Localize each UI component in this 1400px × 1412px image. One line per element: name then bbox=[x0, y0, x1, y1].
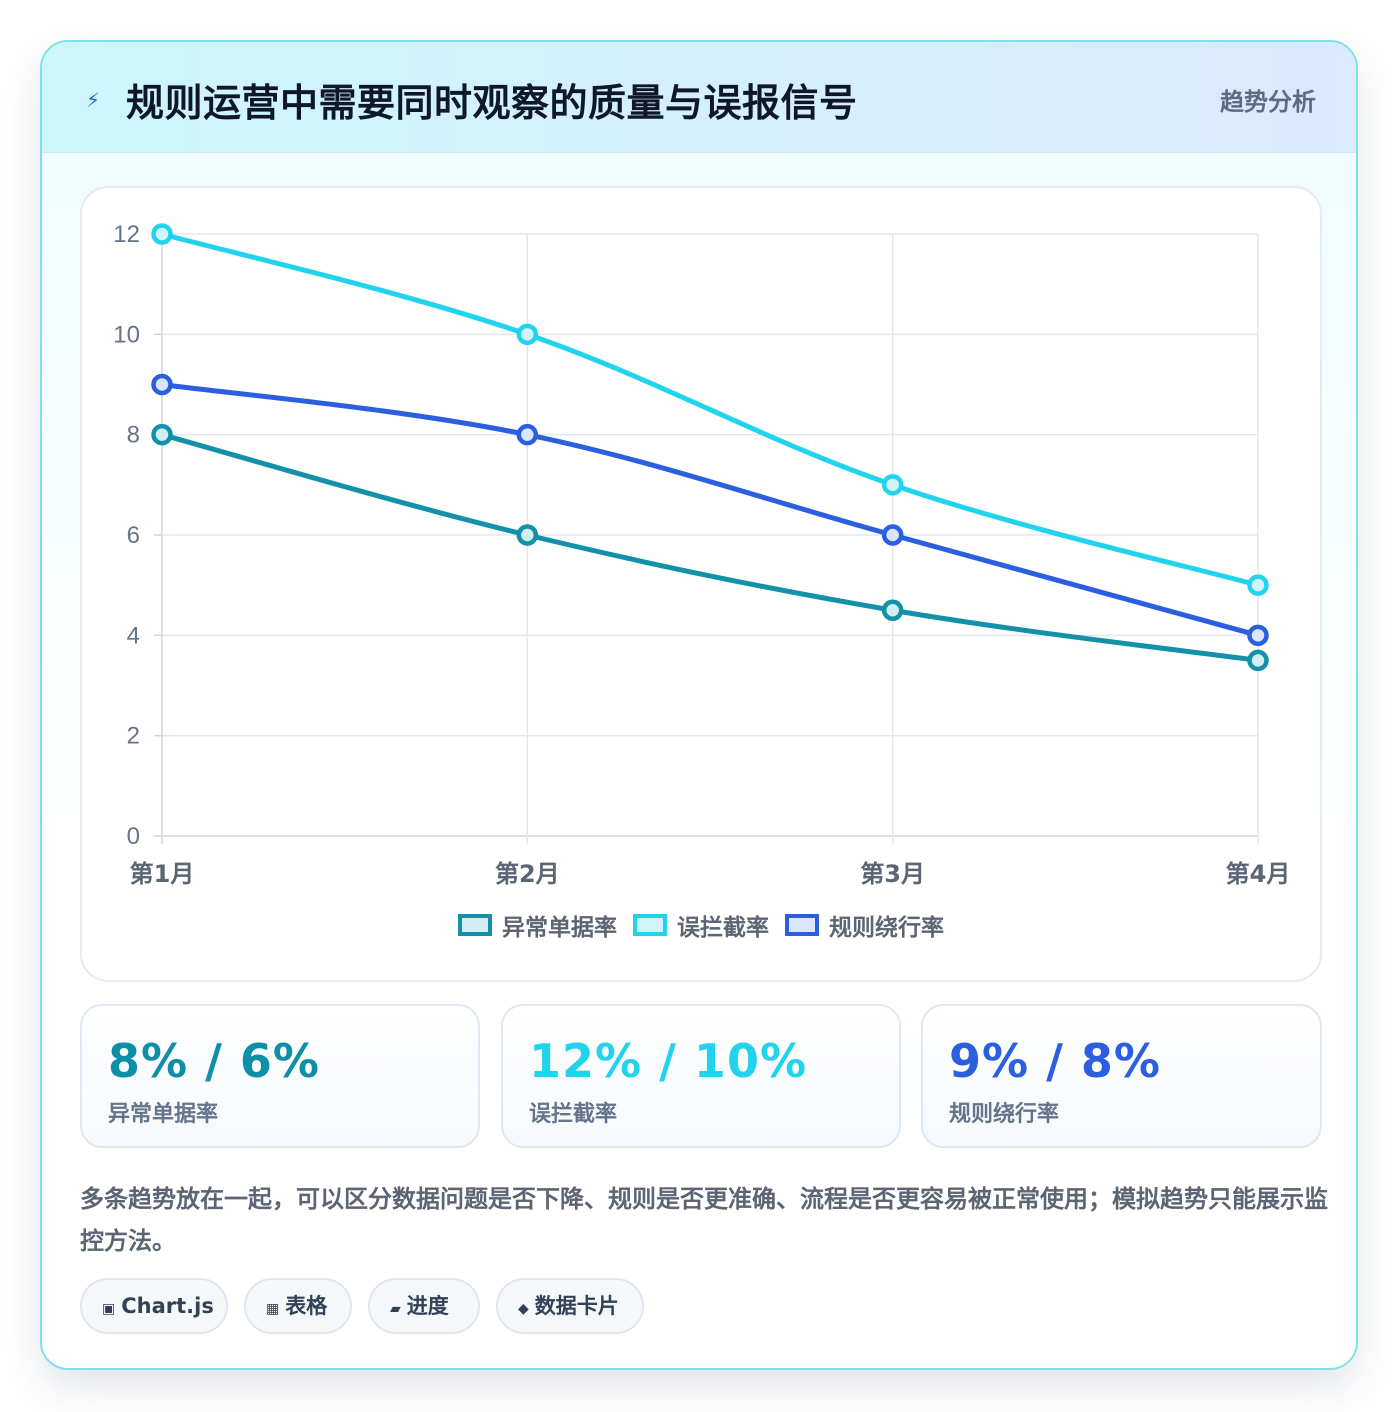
chip-label: 数据卡片 bbox=[534, 1294, 619, 1318]
data-point bbox=[151, 423, 173, 446]
legend-item-rule-bypass-rate[interactable]: 规则绕行率 bbox=[785, 908, 944, 942]
legend-label: 异常单据率 bbox=[502, 915, 617, 941]
x-tick-label: 第3月 bbox=[860, 860, 925, 888]
y-tick-label: 4 bbox=[127, 622, 140, 649]
y-tick-label: 6 bbox=[127, 522, 140, 549]
chart-legend: 异常单据率 误拦截率 规则绕行率 bbox=[82, 908, 1320, 942]
table-icon: ▦ bbox=[266, 1301, 280, 1317]
card-header: ⚡ 规则运营中需要同时观察的质量与误报信号 趋势分析 bbox=[42, 42, 1356, 153]
legend-item-anomaly-rate[interactable]: 异常单据率 bbox=[458, 908, 617, 942]
stat-card-anomaly-rate: 8% / 6% 异常单据率 bbox=[80, 1004, 480, 1148]
data-point bbox=[1247, 574, 1269, 596]
y-tick-label: 8 bbox=[127, 422, 140, 449]
series-line-1 bbox=[159, 231, 1261, 588]
legend-swatch bbox=[633, 914, 667, 936]
y-tick-label: 10 bbox=[113, 321, 140, 348]
y-tick-label: 0 bbox=[127, 823, 140, 850]
legend-swatch bbox=[785, 914, 819, 936]
y-tick-label: 2 bbox=[127, 723, 140, 750]
legend-label: 规则绕行率 bbox=[829, 915, 944, 941]
chart-panel: 0 2 4 6 8 10 12 第1月 第2月 第3月 第4月 异常单据率 误拦截率 规则绕行率 bbox=[80, 186, 1322, 982]
series-line-2 bbox=[159, 382, 1261, 638]
data-point bbox=[881, 524, 904, 546]
trend-analysis-badge: 趋势分析 bbox=[1220, 88, 1316, 116]
x-tick-label: 第4月 bbox=[1226, 860, 1291, 888]
data-point bbox=[516, 323, 539, 346]
y-tick-label: 12 bbox=[113, 221, 140, 248]
stat-card-false-block-rate: 12% / 10% 误拦截率 bbox=[501, 1004, 901, 1148]
data-card-icon: ◆ bbox=[518, 1301, 529, 1317]
series-line-0 bbox=[159, 432, 1261, 663]
chip-table[interactable]: ▦ 表格 bbox=[244, 1278, 352, 1334]
chip-data-card[interactable]: ◆ 数据卡片 bbox=[496, 1278, 644, 1334]
data-point bbox=[1247, 624, 1269, 647]
data-point bbox=[881, 599, 904, 621]
data-point bbox=[516, 423, 539, 446]
stat-value: 12% / 10% bbox=[529, 1034, 808, 1088]
chip-label: 进度 bbox=[406, 1294, 449, 1318]
chip-label: Chart.js bbox=[121, 1294, 214, 1318]
stat-label: 误拦截率 bbox=[529, 1102, 618, 1127]
chip-chartjs[interactable]: ▣ Chart.js bbox=[80, 1278, 228, 1334]
data-point bbox=[1247, 649, 1269, 672]
chart-icon: ▣ bbox=[102, 1301, 116, 1317]
data-point bbox=[151, 373, 173, 396]
lightning-icon: ⚡ bbox=[86, 88, 101, 112]
stat-card-rule-bypass-rate: 9% / 8% 规则绕行率 bbox=[921, 1004, 1322, 1148]
chart-card: ⚡ 规则运营中需要同时观察的质量与误报信号 趋势分析 0 2 4 6 8 10 12 第1月 第… bbox=[40, 40, 1358, 1370]
legend-label: 误拦截率 bbox=[677, 915, 769, 941]
legend-swatch bbox=[458, 914, 492, 936]
line-chart: 0 2 4 6 8 10 12 第1月 第2月 第3月 第4月 bbox=[113, 221, 1291, 888]
stat-value: 9% / 8% bbox=[949, 1034, 1162, 1088]
chip-progress[interactable]: ▰ 进度 bbox=[368, 1278, 480, 1334]
stat-label: 规则绕行率 bbox=[949, 1102, 1060, 1127]
stat-value: 8% / 6% bbox=[108, 1034, 321, 1088]
chip-label: 表格 bbox=[285, 1294, 328, 1318]
data-point bbox=[881, 474, 904, 496]
x-tick-label: 第1月 bbox=[130, 860, 195, 888]
legend-item-false-block-rate[interactable]: 误拦截率 bbox=[633, 908, 769, 942]
card-title: 规则运营中需要同时观察的质量与误报信号 bbox=[126, 81, 858, 125]
stat-label: 异常单据率 bbox=[108, 1102, 219, 1127]
data-point bbox=[151, 223, 173, 245]
chart-note: 多条趋势放在一起，可以区分数据问题是否下降、规则是否更准确、流程是否更容易被正常… bbox=[80, 1185, 1328, 1255]
progress-icon: ▰ bbox=[390, 1301, 401, 1317]
x-tick-label: 第2月 bbox=[495, 860, 560, 888]
data-point bbox=[516, 524, 539, 546]
